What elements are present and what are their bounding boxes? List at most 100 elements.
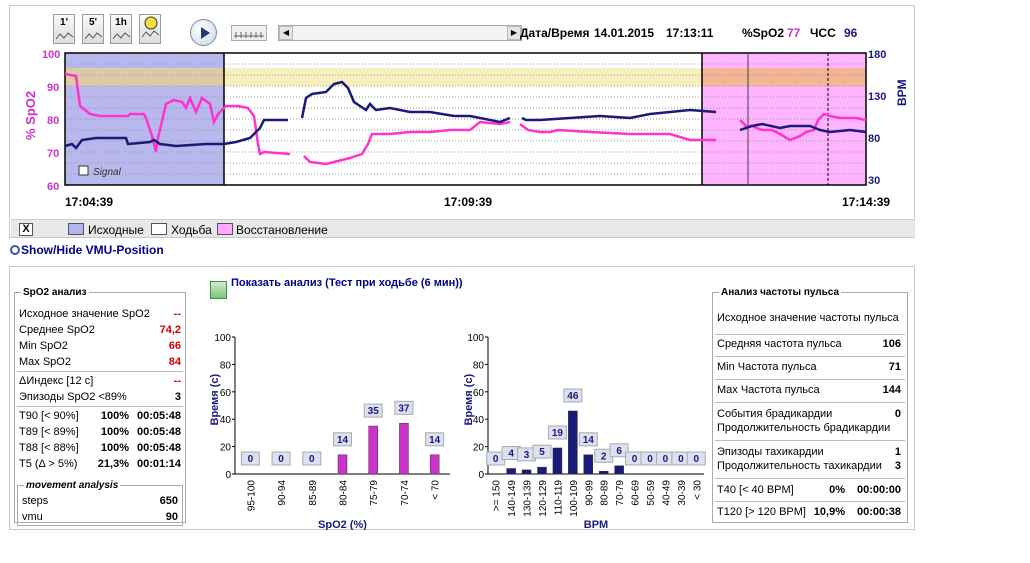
trend-chart[interactable]: 100 90 80 70 60 % SpO2 180 130 80 30 BPM…: [10, 6, 916, 218]
t120-label: T120 [> 120 BPM]: [717, 506, 806, 518]
left-tick-90: 90: [47, 82, 59, 94]
bar-1-3: [537, 466, 547, 475]
data-label: 3: [524, 450, 530, 461]
hr-current-label: ЧСС: [810, 26, 836, 40]
vmu-label: vmu: [22, 511, 43, 523]
close-legend-button[interactable]: X: [19, 223, 33, 236]
vmu-position-link[interactable]: Show/Hide VMU-Position: [10, 243, 164, 257]
t40-time: 00:00:00: [856, 484, 901, 496]
value-box: [363, 403, 383, 418]
scroll-right-icon[interactable]: ▶: [507, 26, 521, 40]
category-label: 130-139: [523, 480, 534, 517]
zoom-5min-button[interactable]: 5': [82, 14, 104, 44]
datetime-label: Дата/Время: [520, 26, 590, 40]
bar-0-3: [337, 454, 348, 475]
night-mode-button[interactable]: [139, 14, 161, 44]
t120-pct: 10,9%: [813, 506, 845, 518]
data-label: 0: [647, 454, 653, 465]
data-label: 0: [678, 454, 684, 465]
data-label: 4: [508, 449, 514, 460]
value-box: [333, 432, 352, 447]
hr-trace: [64, 118, 288, 150]
date-value: 14.01.2015: [594, 26, 655, 40]
t5-pct: 21,3%: [97, 458, 129, 470]
magnifier-icon: [10, 245, 20, 255]
t89-label: T89 [< 89%]: [19, 426, 79, 438]
value-box: [563, 388, 583, 403]
trend-panel: 1' 5' 1h ◀ ▶ Дата/Время 14.01.2015 17:13…: [9, 5, 915, 238]
time-scrollbar[interactable]: ◀ ▶: [278, 25, 522, 41]
spo2-max-value: 84: [168, 356, 181, 368]
left-tick-100: 100: [42, 49, 60, 61]
y-tick-label: 60: [473, 388, 485, 399]
category-label: 100-109: [569, 480, 580, 517]
spo2-min-value: 66: [168, 340, 181, 352]
bar-1-5: [568, 410, 578, 475]
category-label: 80-89: [600, 480, 611, 506]
signal-label: Signal: [93, 167, 122, 178]
t90-label: T90 [< 90%]: [19, 410, 79, 422]
value-box: [394, 400, 414, 415]
category-label: 85-89: [308, 480, 319, 506]
spo2-max-label: Max SpO2: [19, 356, 71, 368]
delta-index-label: ΔИндекс [12 с]: [19, 375, 94, 387]
spo2-mean-label: Среднее SpO2: [19, 324, 95, 336]
value-box: [686, 451, 706, 466]
hr-max-value: 144: [882, 384, 901, 396]
t88-label: T88 [< 88%]: [19, 442, 79, 454]
vmu-value: 90: [165, 511, 178, 523]
play-button[interactable]: [190, 19, 217, 46]
right-tick-180: 180: [868, 49, 886, 61]
bar-1-2: [521, 469, 532, 475]
zoom-1h-button[interactable]: 1h: [110, 14, 132, 44]
category-label: 70-74: [400, 480, 411, 506]
category-label: 70-79: [615, 480, 626, 506]
y-tick-label: 40: [473, 415, 485, 426]
right-tick-130: 130: [868, 91, 886, 103]
y-axis-title: Время (с): [209, 373, 221, 425]
y-tick-label: 20: [473, 443, 485, 454]
spo2-baseline-value: --: [173, 308, 181, 320]
data-label: 6: [616, 446, 622, 457]
brady-duration-label: Продолжительность брадикардии: [717, 422, 891, 434]
bar-1-7: [598, 471, 609, 475]
speed-slider[interactable]: [231, 25, 267, 41]
spo2-episodes-value: 3: [174, 391, 181, 403]
category-label: 40-49: [661, 480, 672, 506]
movement-analysis-title: movement analysis: [26, 480, 119, 491]
data-label: 0: [309, 454, 315, 465]
y-tick-label: 60: [220, 388, 232, 399]
tachy-episodes-label: Эпизоды тахикардии: [717, 446, 824, 458]
hr-mean-label: Средняя частота пульса: [717, 338, 842, 350]
show-analysis-link[interactable]: Показать анализ (Тест при ходьбе (6 мин)…: [231, 277, 463, 289]
category-label: < 70: [431, 480, 442, 500]
y-tick-label: 20: [220, 443, 232, 454]
right-tick-80: 80: [868, 133, 880, 145]
spo2-min-label: Min SpO2: [19, 340, 68, 352]
t5-label: T5 (Δ > 5%): [19, 458, 78, 470]
legend-label-walk: Ходьба: [171, 223, 212, 237]
data-label: 14: [429, 435, 441, 446]
data-label: 0: [493, 454, 499, 465]
bar-1-1: [506, 468, 516, 475]
bar-0-4: [368, 425, 378, 475]
category-label: 110-119: [553, 480, 564, 516]
scroll-left-icon[interactable]: ◀: [279, 26, 293, 40]
category-label: < 30: [692, 480, 703, 500]
t90-time: 00:05:48: [136, 410, 181, 422]
movement-analysis-group: movement analysis steps 650 vmu 90: [17, 480, 183, 526]
spo2-current-value: 77: [787, 26, 801, 40]
spo2-trace: [64, 72, 291, 156]
analysis-panel: SpO2 анализ Исходное значение SpO2 -- Ср…: [9, 266, 915, 530]
t90-pct: 100%: [100, 410, 129, 422]
t120-time: 00:00:38: [856, 506, 901, 518]
right-axis-title: BPM: [895, 79, 909, 106]
zoom-1min-button[interactable]: 1': [53, 14, 75, 44]
t89-time: 00:05:48: [136, 426, 181, 438]
y-tick-label: 80: [473, 360, 485, 371]
refresh-analysis-icon[interactable]: [210, 281, 227, 299]
spo2-mean-value: 74,2: [159, 324, 181, 336]
signal-checkbox[interactable]: [78, 165, 89, 176]
y-tick-label: 100: [214, 333, 231, 344]
